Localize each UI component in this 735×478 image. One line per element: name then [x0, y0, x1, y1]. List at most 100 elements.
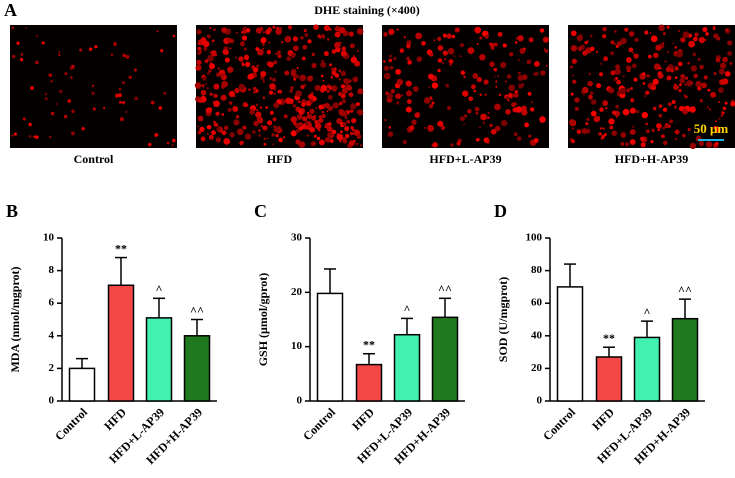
cell-dot	[115, 93, 119, 98]
cell-dot	[273, 125, 276, 129]
cell-dot	[251, 65, 256, 69]
cell-dot	[718, 117, 721, 120]
cell-dot	[730, 101, 735, 107]
cell-dot	[633, 53, 639, 59]
y-tick-label: 20	[531, 362, 543, 374]
cell-dot	[69, 66, 74, 70]
cell-dot	[658, 113, 663, 118]
cell-dot	[256, 64, 260, 68]
cell-dot	[572, 74, 574, 77]
cell-dot	[628, 31, 635, 37]
cell-dot	[262, 80, 265, 83]
cell-dot	[94, 45, 98, 49]
cell-dot	[267, 120, 273, 126]
cell-dot	[662, 32, 666, 35]
cell-dot	[597, 133, 600, 136]
cell-dot	[421, 41, 426, 46]
cell-dot	[427, 124, 432, 129]
panel-label: A	[4, 0, 17, 20]
cell-dot	[211, 39, 215, 43]
cell-dot	[260, 70, 267, 77]
cell-dot	[476, 43, 479, 46]
cell-dot	[234, 87, 240, 94]
cell-dot	[641, 112, 648, 119]
cell-dot	[645, 122, 649, 126]
cell-dot	[616, 41, 622, 47]
cell-dot	[383, 32, 388, 37]
cell-dot	[620, 132, 627, 138]
cell-dot	[680, 74, 686, 79]
cell-dot	[574, 97, 580, 103]
cell-dot	[241, 63, 245, 67]
cell-dot	[209, 27, 212, 30]
cell-dot	[396, 78, 404, 86]
cell-dot	[424, 127, 427, 129]
cell-dot	[629, 139, 636, 145]
cell-dot	[614, 43, 617, 45]
cell-dot	[613, 78, 617, 82]
cell-dot	[208, 134, 214, 140]
cell-dot	[475, 137, 480, 142]
cell-dot	[326, 89, 330, 93]
image-label: HFD+L-AP39	[429, 152, 501, 166]
cell-dot	[300, 36, 304, 40]
cell-dot	[431, 101, 435, 105]
cell-dot	[679, 83, 682, 87]
cell-dot	[210, 50, 217, 56]
cell-dot	[302, 44, 308, 50]
cell-dot	[495, 85, 498, 88]
cell-dot	[91, 84, 95, 88]
cell-dot	[494, 125, 501, 132]
cell-dot	[338, 69, 342, 73]
cell-dot	[657, 71, 663, 77]
cell-dot	[263, 142, 267, 146]
cell-dot	[570, 30, 577, 37]
cell-dot	[644, 95, 646, 97]
cell-dot	[475, 112, 479, 115]
cell-dot	[195, 64, 202, 71]
cell-dot	[216, 72, 221, 77]
significance-label: **	[603, 331, 615, 345]
cell-dot	[715, 57, 721, 63]
cell-dot	[625, 57, 632, 63]
cell-dot	[713, 33, 719, 39]
cell-dot	[290, 130, 297, 137]
cell-dot	[260, 37, 267, 44]
cell-dot	[227, 66, 234, 73]
cell-dot	[311, 52, 315, 56]
cell-dot	[602, 26, 607, 32]
cell-dot	[524, 122, 530, 128]
cell-dot	[505, 109, 511, 115]
cell-dot	[662, 140, 668, 146]
cell-dot	[449, 63, 452, 66]
cell-dot	[316, 136, 321, 141]
cell-dot	[249, 109, 255, 115]
cell-dot	[658, 24, 665, 32]
cell-dot	[658, 104, 663, 108]
cell-dot	[389, 65, 394, 70]
cell-dot	[530, 107, 535, 112]
bar	[556, 286, 584, 402]
cell-dot	[622, 75, 625, 78]
cell-dot	[342, 122, 347, 126]
cell-dot	[24, 27, 27, 30]
cell-dot	[718, 87, 724, 94]
cell-dot	[303, 29, 307, 33]
cell-dot	[348, 31, 354, 37]
cell-dot	[220, 94, 227, 101]
cell-dot	[284, 70, 290, 76]
cell-dot	[357, 88, 364, 95]
cell-dot	[384, 118, 387, 122]
cell-dot	[539, 116, 546, 123]
cell-dot	[428, 85, 431, 89]
cell-dot	[661, 134, 665, 139]
cell-dot	[200, 136, 206, 142]
cell-dot	[213, 83, 220, 90]
cell-dot	[588, 94, 593, 100]
cell-dot	[302, 116, 308, 122]
cell-dot	[272, 117, 277, 122]
cell-dot	[303, 84, 307, 87]
cell-dot	[235, 31, 238, 34]
cell-dot	[633, 77, 638, 82]
cell-dot	[406, 99, 412, 104]
